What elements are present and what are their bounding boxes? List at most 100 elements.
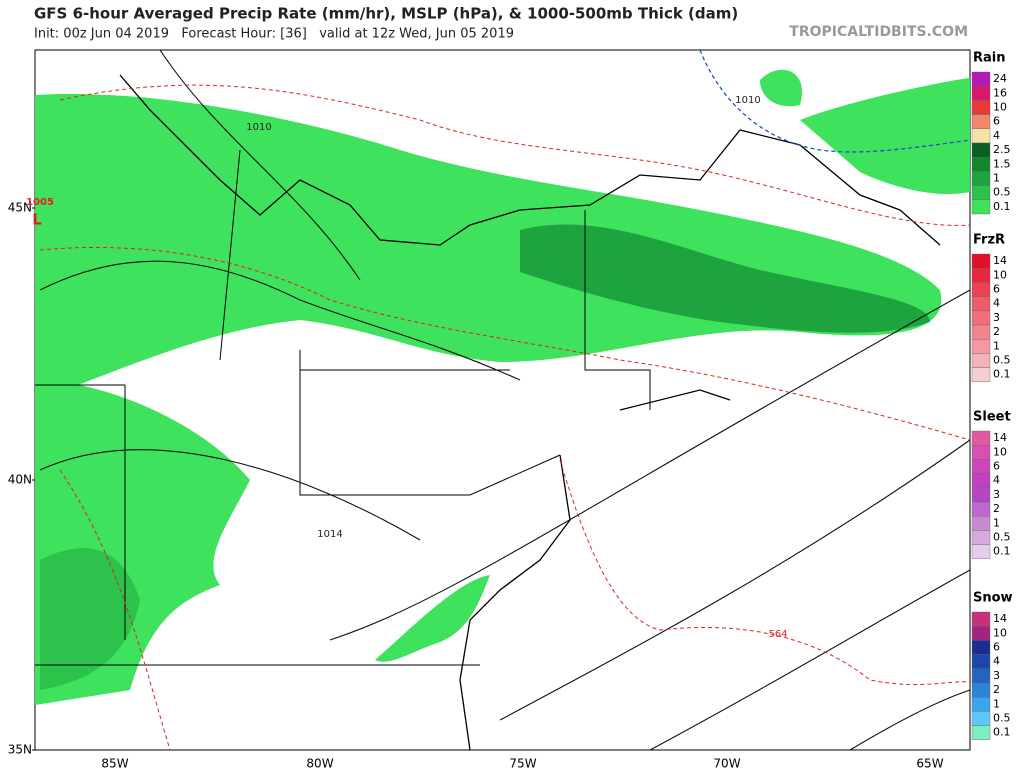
legend-label: 0.1 — [993, 200, 1011, 213]
legend-label: 10 — [993, 445, 1007, 458]
legend-swatch — [971, 459, 991, 474]
low-symbol: L — [32, 211, 42, 229]
legend-swatch — [971, 71, 991, 87]
legend-label: 1.5 — [993, 157, 1011, 170]
legend-label: 16 — [993, 86, 1007, 99]
legend-label: 10 — [993, 268, 1007, 281]
legend-swatch — [971, 626, 991, 641]
legend-label: 6 — [993, 460, 1000, 473]
contour-label: 564 — [768, 629, 787, 640]
legend: Rain241610642.51.510.50.1FrzR1410643210.… — [971, 51, 1013, 740]
legend-swatch — [971, 324, 991, 340]
contour-label: 1010 — [246, 122, 271, 133]
legend-label: 2 — [993, 325, 1000, 338]
legend-swatch — [971, 85, 991, 101]
legend-title: Snow — [973, 591, 1013, 606]
legend-swatch — [971, 296, 991, 312]
map-labels: 45N 40N 35N 85W 80W 75W 70W 65W 1010 1010 1005 1014… — [8, 95, 944, 771]
legend-label: 2 — [993, 683, 1000, 696]
legend-label: 14 — [993, 254, 1007, 267]
legend-label: 0.5 — [993, 712, 1011, 725]
legend-swatch — [971, 367, 991, 383]
lon-label: 85W — [101, 757, 128, 771]
isobar — [39, 49, 971, 751]
legend-label: 14 — [993, 612, 1007, 625]
legend-title: Rain — [973, 51, 1006, 66]
legend-label: 1 — [993, 172, 1000, 185]
legend-label: 4 — [993, 474, 1000, 487]
legend-title: Sleet — [973, 410, 1011, 425]
legend-swatch — [971, 530, 991, 545]
subtitle: Init: 00z Jun 04 2019 Forecast Hour: [36… — [34, 27, 514, 42]
legend-label: 0.1 — [993, 726, 1011, 739]
thickness-contour — [699, 49, 971, 153]
precip-area — [40, 548, 140, 690]
legend-label: 0.5 — [993, 186, 1011, 199]
legend-label: 2.5 — [993, 143, 1011, 156]
legend-label: 3 — [993, 488, 1000, 501]
legend-swatch — [971, 611, 991, 627]
legend-label: 0.1 — [993, 368, 1011, 381]
legend-swatch — [971, 668, 991, 684]
lon-label: 75W — [509, 757, 536, 771]
legend-swatch — [971, 640, 991, 655]
legend-label: 24 — [993, 72, 1007, 85]
legend-label: 1 — [993, 697, 1000, 710]
legend-label: 4 — [993, 297, 1000, 310]
legend-swatch — [971, 473, 991, 489]
legend-label: 0.5 — [993, 354, 1011, 367]
map — [34, 49, 971, 751]
legend-label: 1 — [993, 339, 1000, 352]
legend-label: 3 — [993, 669, 1000, 682]
legend-swatch — [971, 725, 991, 740]
legend-swatch — [971, 199, 991, 215]
legend-label: 6 — [993, 641, 1000, 654]
lat-label: 35N — [8, 743, 32, 757]
legend-swatch — [971, 253, 991, 269]
precip-area — [520, 224, 930, 333]
legend-label: 6 — [993, 283, 1000, 296]
precip-area — [35, 93, 942, 400]
legend-swatch — [971, 142, 991, 158]
legend-swatch — [971, 128, 991, 144]
legend-label: 6 — [993, 115, 1000, 128]
lon-label: 65W — [916, 757, 943, 771]
precip-area — [800, 78, 970, 194]
legend-swatch — [971, 516, 991, 531]
lon-label: 80W — [306, 757, 333, 771]
legend-swatch — [971, 430, 991, 446]
lat-label: 45N — [8, 201, 32, 215]
legend-label: 4 — [993, 129, 1000, 142]
legend-swatch — [971, 697, 991, 712]
legend-swatch — [971, 310, 991, 326]
title: GFS 6-hour Averaged Precip Rate (mm/hr),… — [34, 5, 738, 23]
legend-swatch — [971, 544, 991, 559]
lat-label: 40N — [8, 473, 32, 487]
legend-swatch — [971, 282, 991, 297]
legend-label: 1 — [993, 516, 1000, 529]
contour-label: 1014 — [317, 529, 342, 540]
legend-swatch — [971, 268, 991, 283]
precip-area — [760, 69, 802, 107]
legend-label: 0.5 — [993, 531, 1011, 544]
legend-swatch — [971, 682, 991, 698]
legend-label: 4 — [993, 655, 1000, 668]
legend-swatch — [971, 445, 991, 460]
legend-swatch — [971, 114, 991, 129]
legend-label: 14 — [993, 431, 1007, 444]
legend-swatch — [971, 353, 991, 368]
precip-area — [375, 575, 490, 662]
lon-label: 70W — [713, 757, 740, 771]
contour-label: 1005 — [26, 197, 54, 208]
legend-swatch — [971, 156, 991, 172]
legend-swatch — [971, 654, 991, 669]
legend-label: 10 — [993, 101, 1007, 114]
legend-swatch — [971, 487, 991, 503]
legend-swatch — [971, 339, 991, 354]
watermark: TROPICALTIDBITS.COM — [789, 24, 968, 40]
legend-swatch — [971, 501, 991, 517]
legend-swatch — [971, 185, 991, 201]
legend-swatch — [971, 171, 991, 186]
legend-title: FrzR — [973, 233, 1005, 248]
